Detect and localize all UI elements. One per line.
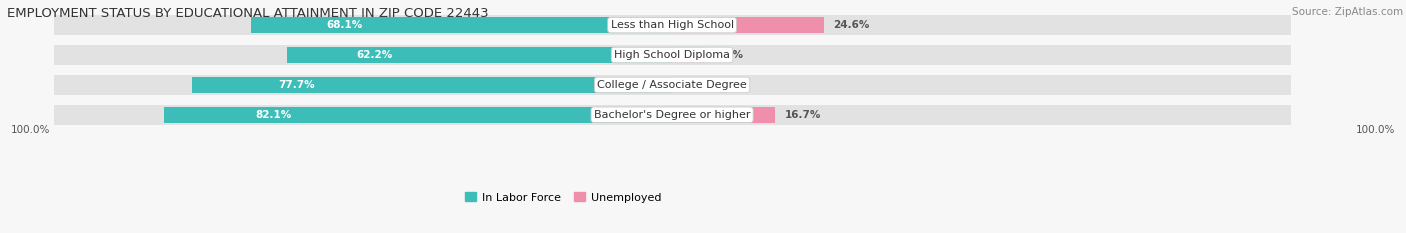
Bar xyxy=(191,77,672,93)
Text: College / Associate Degree: College / Associate Degree xyxy=(598,80,747,90)
Text: 77.7%: 77.7% xyxy=(278,80,315,90)
Text: 24.6%: 24.6% xyxy=(834,20,870,30)
Bar xyxy=(53,75,1291,95)
Bar xyxy=(672,17,824,33)
Text: High School Diploma: High School Diploma xyxy=(614,50,730,60)
Text: Bachelor's Degree or higher: Bachelor's Degree or higher xyxy=(593,110,751,120)
Bar xyxy=(53,45,1291,65)
Text: Source: ZipAtlas.com: Source: ZipAtlas.com xyxy=(1292,7,1403,17)
Bar xyxy=(672,107,775,123)
Bar xyxy=(165,107,672,123)
Text: 0.0%: 0.0% xyxy=(682,80,710,90)
Legend: In Labor Force, Unemployed: In Labor Force, Unemployed xyxy=(465,192,661,202)
Bar xyxy=(672,47,704,63)
Bar xyxy=(287,47,672,63)
Text: 82.1%: 82.1% xyxy=(256,110,292,120)
Text: EMPLOYMENT STATUS BY EDUCATIONAL ATTAINMENT IN ZIP CODE 22443: EMPLOYMENT STATUS BY EDUCATIONAL ATTAINM… xyxy=(7,7,489,20)
Text: 100.0%: 100.0% xyxy=(10,125,49,135)
Bar xyxy=(53,15,1291,35)
Text: Less than High School: Less than High School xyxy=(610,20,734,30)
Text: 16.7%: 16.7% xyxy=(785,110,821,120)
Text: 62.2%: 62.2% xyxy=(357,50,392,60)
Bar xyxy=(53,105,1291,125)
Text: 68.1%: 68.1% xyxy=(326,20,363,30)
Bar xyxy=(250,17,672,33)
Text: 100.0%: 100.0% xyxy=(1357,125,1396,135)
Text: 5.3%: 5.3% xyxy=(714,50,744,60)
